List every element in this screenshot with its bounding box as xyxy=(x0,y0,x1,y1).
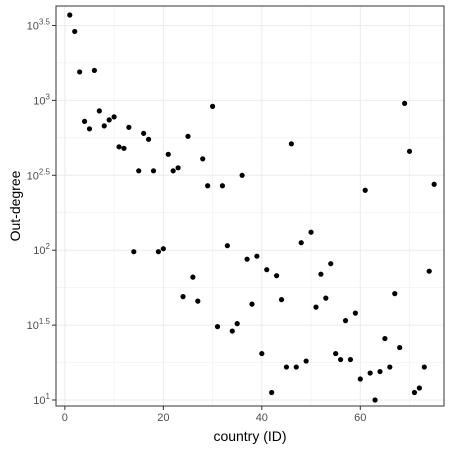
data-point xyxy=(145,136,152,142)
data-point xyxy=(288,141,294,147)
data-point xyxy=(160,246,166,252)
data-point xyxy=(219,183,226,189)
data-point xyxy=(131,249,137,255)
data-point xyxy=(426,268,432,274)
minor-gridlines xyxy=(56,6,444,406)
data-point xyxy=(111,114,117,120)
data-point xyxy=(67,12,73,18)
data-point xyxy=(421,364,427,370)
data-point xyxy=(318,271,324,277)
data-points xyxy=(67,12,437,403)
data-point xyxy=(195,298,201,304)
x-tick-label: 20 xyxy=(157,412,169,424)
data-point xyxy=(116,144,122,150)
plot-panel xyxy=(56,6,444,406)
data-point xyxy=(165,151,171,157)
data-point xyxy=(96,108,102,114)
data-point xyxy=(293,364,299,370)
y-tick-label: 101 xyxy=(33,392,50,407)
data-point xyxy=(269,389,275,396)
data-point xyxy=(121,145,127,151)
data-point xyxy=(273,273,280,279)
data-point xyxy=(205,183,211,189)
data-point xyxy=(224,243,230,249)
data-point xyxy=(101,123,107,129)
data-point xyxy=(229,328,235,334)
data-point xyxy=(406,148,413,154)
data-point xyxy=(323,295,329,301)
data-point xyxy=(155,249,162,255)
data-point xyxy=(72,28,78,35)
data-point xyxy=(402,100,408,106)
data-point xyxy=(328,261,334,267)
y-axis-title: Out-degree xyxy=(7,170,23,241)
data-point xyxy=(190,274,196,280)
y-tick-label: 103 xyxy=(33,92,50,107)
data-point xyxy=(352,310,358,316)
data-point xyxy=(347,356,354,363)
data-point xyxy=(357,376,363,382)
data-point xyxy=(175,165,181,171)
data-point xyxy=(150,168,157,174)
y-tick-label: 101.5 xyxy=(27,317,51,332)
y-tick-label: 102 xyxy=(33,242,50,257)
data-point xyxy=(234,321,240,327)
data-point xyxy=(209,103,216,109)
data-point xyxy=(249,301,255,307)
data-point xyxy=(313,304,319,310)
data-point xyxy=(200,156,206,162)
data-point xyxy=(367,370,373,376)
y-axis-ticks: 101 101.5 102 102.5 103 103.5 xyxy=(27,17,56,407)
data-point xyxy=(170,168,176,174)
data-point xyxy=(180,294,186,300)
data-point xyxy=(91,67,98,74)
panel-border xyxy=(55,5,445,407)
data-point xyxy=(308,229,314,235)
y-tick-label: 103.5 xyxy=(27,17,51,32)
major-gridlines xyxy=(56,6,444,406)
data-point xyxy=(431,181,437,187)
data-point xyxy=(77,69,83,75)
data-point xyxy=(254,253,260,259)
data-point xyxy=(264,267,270,273)
data-point xyxy=(278,297,285,303)
data-point xyxy=(397,344,403,351)
data-point xyxy=(377,368,383,375)
data-point xyxy=(126,124,132,130)
data-point xyxy=(382,335,388,342)
data-point xyxy=(259,350,265,357)
data-point xyxy=(387,364,393,370)
x-tick-label: 60 xyxy=(354,412,366,424)
data-point xyxy=(392,291,398,297)
data-point xyxy=(416,385,422,391)
data-point xyxy=(244,256,250,262)
x-tick-label: 40 xyxy=(256,412,268,424)
data-point xyxy=(411,389,418,396)
x-axis-title: country (ID) xyxy=(213,428,286,444)
data-point xyxy=(141,130,147,136)
data-point xyxy=(86,126,93,132)
data-point xyxy=(362,187,368,193)
data-point xyxy=(333,350,339,357)
data-point xyxy=(214,323,221,330)
y-tick-label: 102.5 xyxy=(27,167,51,182)
data-point xyxy=(81,118,88,124)
data-point xyxy=(185,133,191,139)
data-point xyxy=(106,117,112,123)
data-point xyxy=(337,356,344,363)
data-point xyxy=(283,364,290,370)
x-axis-ticks: 0 20 40 60 xyxy=(62,406,366,424)
data-point xyxy=(136,168,142,174)
data-point xyxy=(298,240,304,246)
x-tick-label: 0 xyxy=(62,412,68,424)
data-point xyxy=(239,172,245,178)
data-point xyxy=(372,397,378,403)
data-point xyxy=(342,318,349,324)
data-point xyxy=(303,358,309,364)
